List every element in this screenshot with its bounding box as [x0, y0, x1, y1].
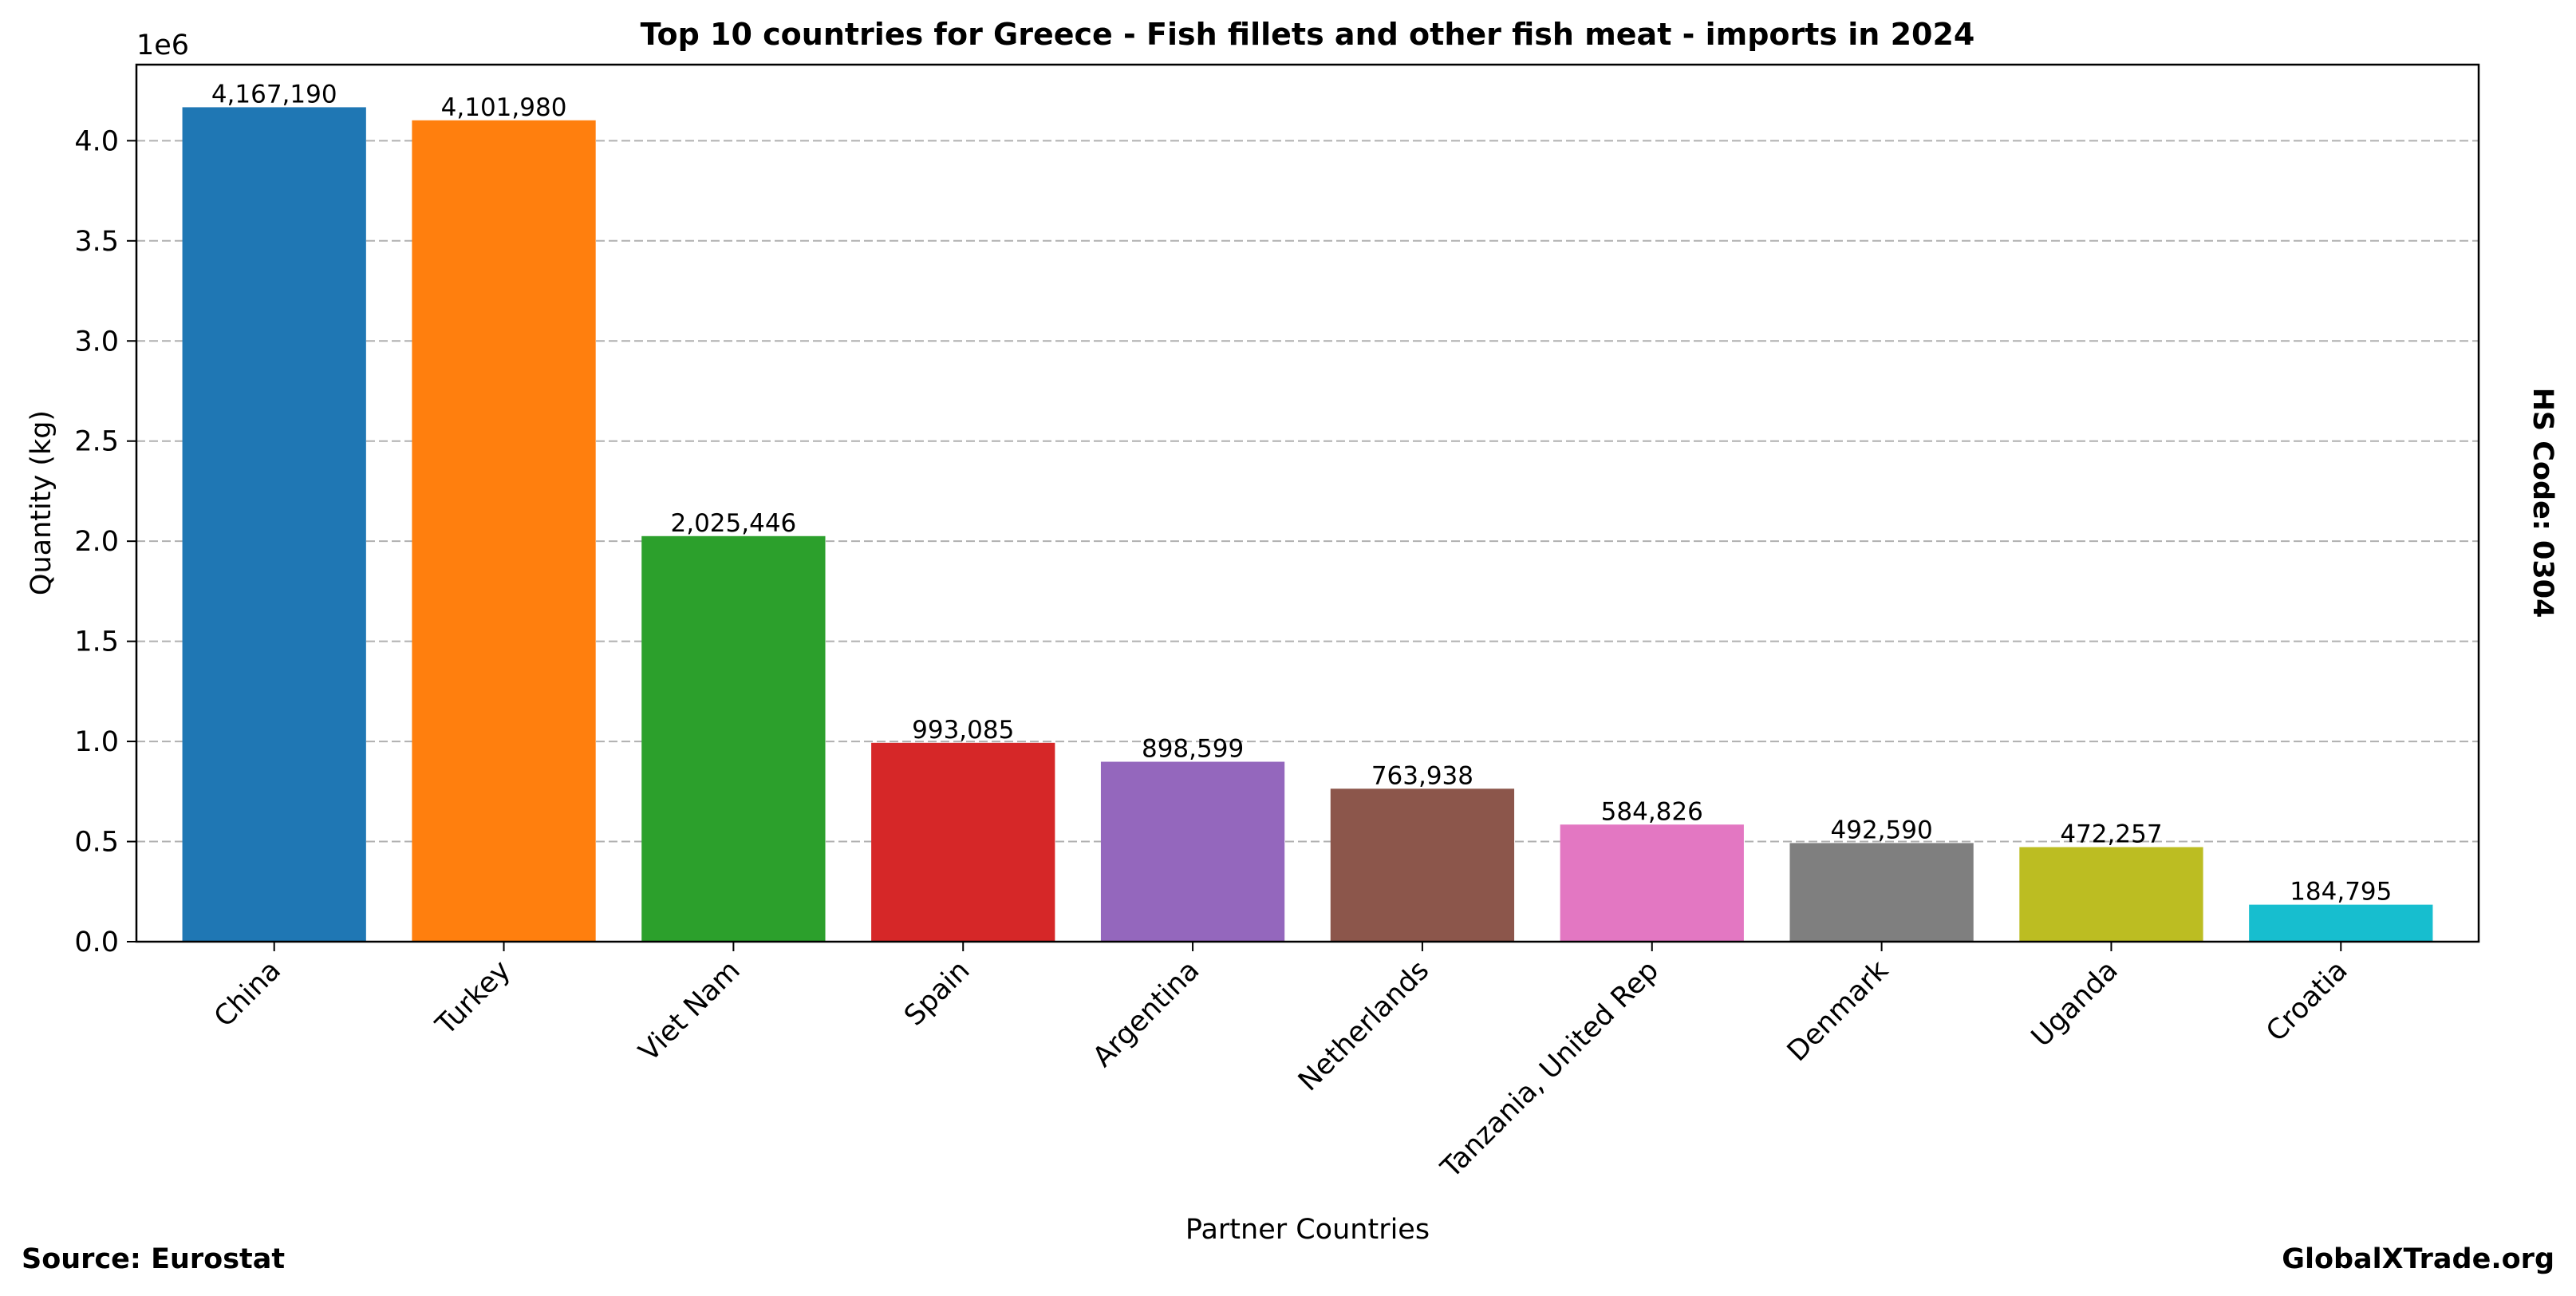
x-tick-label: Spain [898, 954, 976, 1032]
hs-code-label: HS Code: 0304 [2527, 388, 2558, 618]
bar-value-label: 898,599 [1142, 735, 1244, 764]
bar-value-label: 4,101,980 [441, 93, 567, 122]
bar-tanzania-united-rep [1560, 824, 1744, 942]
x-tick-label: Croatia [2260, 954, 2353, 1048]
y-tick-label: 4.0 [74, 125, 119, 157]
y-offset-label: 1e6 [136, 30, 189, 61]
bars [182, 107, 2433, 942]
bar-china [182, 107, 366, 942]
y-tick-label: 0.5 [74, 827, 119, 859]
y-tick-label: 3.0 [74, 326, 119, 358]
bar-value-label: 472,257 [2060, 820, 2162, 849]
y-tick-label: 2.5 [74, 426, 119, 458]
x-tick-label: China [208, 954, 287, 1033]
bar-value-label: 184,795 [2290, 878, 2392, 907]
bar-argentina [1100, 761, 1285, 942]
y-tick-label: 1.0 [74, 726, 119, 758]
bar-value-label: 2,025,446 [671, 509, 797, 538]
bar-denmark [1789, 843, 1974, 942]
bar-value-label: 584,826 [1601, 797, 1703, 826]
plot-frame [135, 63, 2480, 943]
value-labels: 4,167,190 4,101,980 2,025,446 993,085 898,59… [211, 80, 2393, 906]
y-axis-label: Quantity (kg) [26, 410, 57, 595]
source-note: Source: Eurostat [22, 1243, 286, 1275]
y-tick-label: 1.5 [74, 626, 119, 658]
chart-title: Top 10 countries for Greece - Fish fille… [641, 17, 1975, 52]
bar-viet-nam [641, 535, 826, 942]
bar-netherlands [1330, 788, 1515, 942]
bar-spain [871, 742, 1055, 942]
y-tick-label: 3.5 [74, 226, 119, 258]
x-tick-label: Denmark [1781, 954, 1896, 1069]
x-tick-label: Turkey [429, 954, 517, 1042]
bar-croatia [2249, 904, 2433, 942]
bar-value-label: 4,167,190 [211, 80, 337, 109]
x-axis-label: Partner Countries [1185, 1214, 1430, 1246]
bar-value-label: 993,085 [912, 716, 1014, 745]
x-tick-label: Tanzania, United Rep [1434, 954, 1665, 1185]
bar-turkey [412, 120, 596, 942]
bar-uganda [2019, 847, 2203, 942]
y-tick-label: 2.0 [74, 526, 119, 558]
x-tick-label: Argentina [1087, 954, 1205, 1073]
x-tick-label: Uganda [2026, 954, 2124, 1053]
bar-value-label: 763,938 [1371, 761, 1473, 790]
y-tick-label: 0.0 [74, 927, 119, 958]
brand-watermark: GlobalXTrade.org [2282, 1243, 2554, 1275]
x-tick-label: Netherlands [1292, 954, 1435, 1097]
bar-value-label: 492,590 [1831, 816, 1933, 844]
x-tick-label: Viet Nam [633, 954, 747, 1068]
